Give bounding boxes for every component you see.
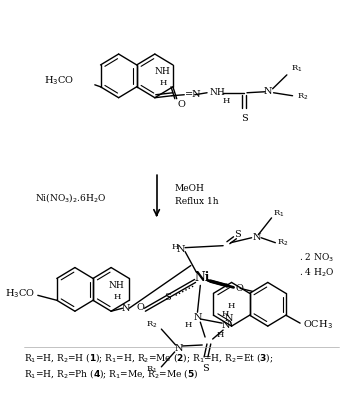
Text: Reflux 1h: Reflux 1h <box>175 198 218 206</box>
Text: S: S <box>164 293 171 302</box>
Text: MeOH: MeOH <box>175 184 205 192</box>
Text: NH: NH <box>154 68 170 76</box>
Text: . 4 H$_2$O: . 4 H$_2$O <box>299 266 334 279</box>
Text: R$_1$: R$_1$ <box>274 209 285 219</box>
Text: H: H <box>216 331 224 339</box>
Text: N: N <box>121 304 129 313</box>
Text: N: N <box>252 233 261 242</box>
Text: H: H <box>222 97 230 105</box>
Text: H$_3$CO: H$_3$CO <box>44 74 74 87</box>
Text: H: H <box>171 243 179 251</box>
Text: S: S <box>234 230 241 239</box>
Text: R$_2$: R$_2$ <box>297 92 309 102</box>
Text: S: S <box>202 364 208 373</box>
Text: R$_2$: R$_2$ <box>146 320 158 330</box>
Text: N: N <box>264 87 272 96</box>
Text: H: H <box>221 310 229 318</box>
Text: OCH$_3$: OCH$_3$ <box>303 318 333 330</box>
Text: NH: NH <box>109 281 124 290</box>
Text: R$_1$=H, R$_2$=Ph ($\mathbf{4}$); R$_1$=Me, R$_2$=Me ($\mathbf{5}$): R$_1$=H, R$_2$=Ph ($\mathbf{4}$); R$_1$=… <box>24 368 198 381</box>
Text: . 2 NO$_3$: . 2 NO$_3$ <box>299 251 334 264</box>
Text: R$_1$=H, R$_2$=H ($\mathbf{1}$); R$_1$=H, R$_2$=Me ($\mathbf{2}$); R$_1$=H, R$_2: R$_1$=H, R$_2$=H ($\mathbf{1}$); R$_1$=H… <box>24 352 273 366</box>
Text: O: O <box>236 284 243 293</box>
Text: N: N <box>222 321 230 330</box>
Text: S: S <box>241 114 247 123</box>
Text: O: O <box>178 100 185 109</box>
Text: H: H <box>184 321 192 329</box>
Text: N: N <box>174 344 183 354</box>
Text: H: H <box>228 302 235 310</box>
Text: R$_2$: R$_2$ <box>277 238 289 248</box>
Text: NH: NH <box>210 88 226 97</box>
Text: Ni: Ni <box>195 271 210 284</box>
Text: R$_1$: R$_1$ <box>146 364 158 375</box>
Text: =N: =N <box>185 90 202 99</box>
Text: H: H <box>159 79 167 87</box>
Text: H: H <box>114 293 121 301</box>
Text: H$_3$CO: H$_3$CO <box>5 287 35 300</box>
Text: O: O <box>137 303 144 312</box>
Text: N: N <box>193 313 202 322</box>
Text: N: N <box>177 245 185 254</box>
Text: Ni(NO$_3$)$_2$.6H$_2$O: Ni(NO$_3$)$_2$.6H$_2$O <box>35 190 106 204</box>
Text: N: N <box>224 314 233 323</box>
Text: R$_1$: R$_1$ <box>291 64 302 74</box>
